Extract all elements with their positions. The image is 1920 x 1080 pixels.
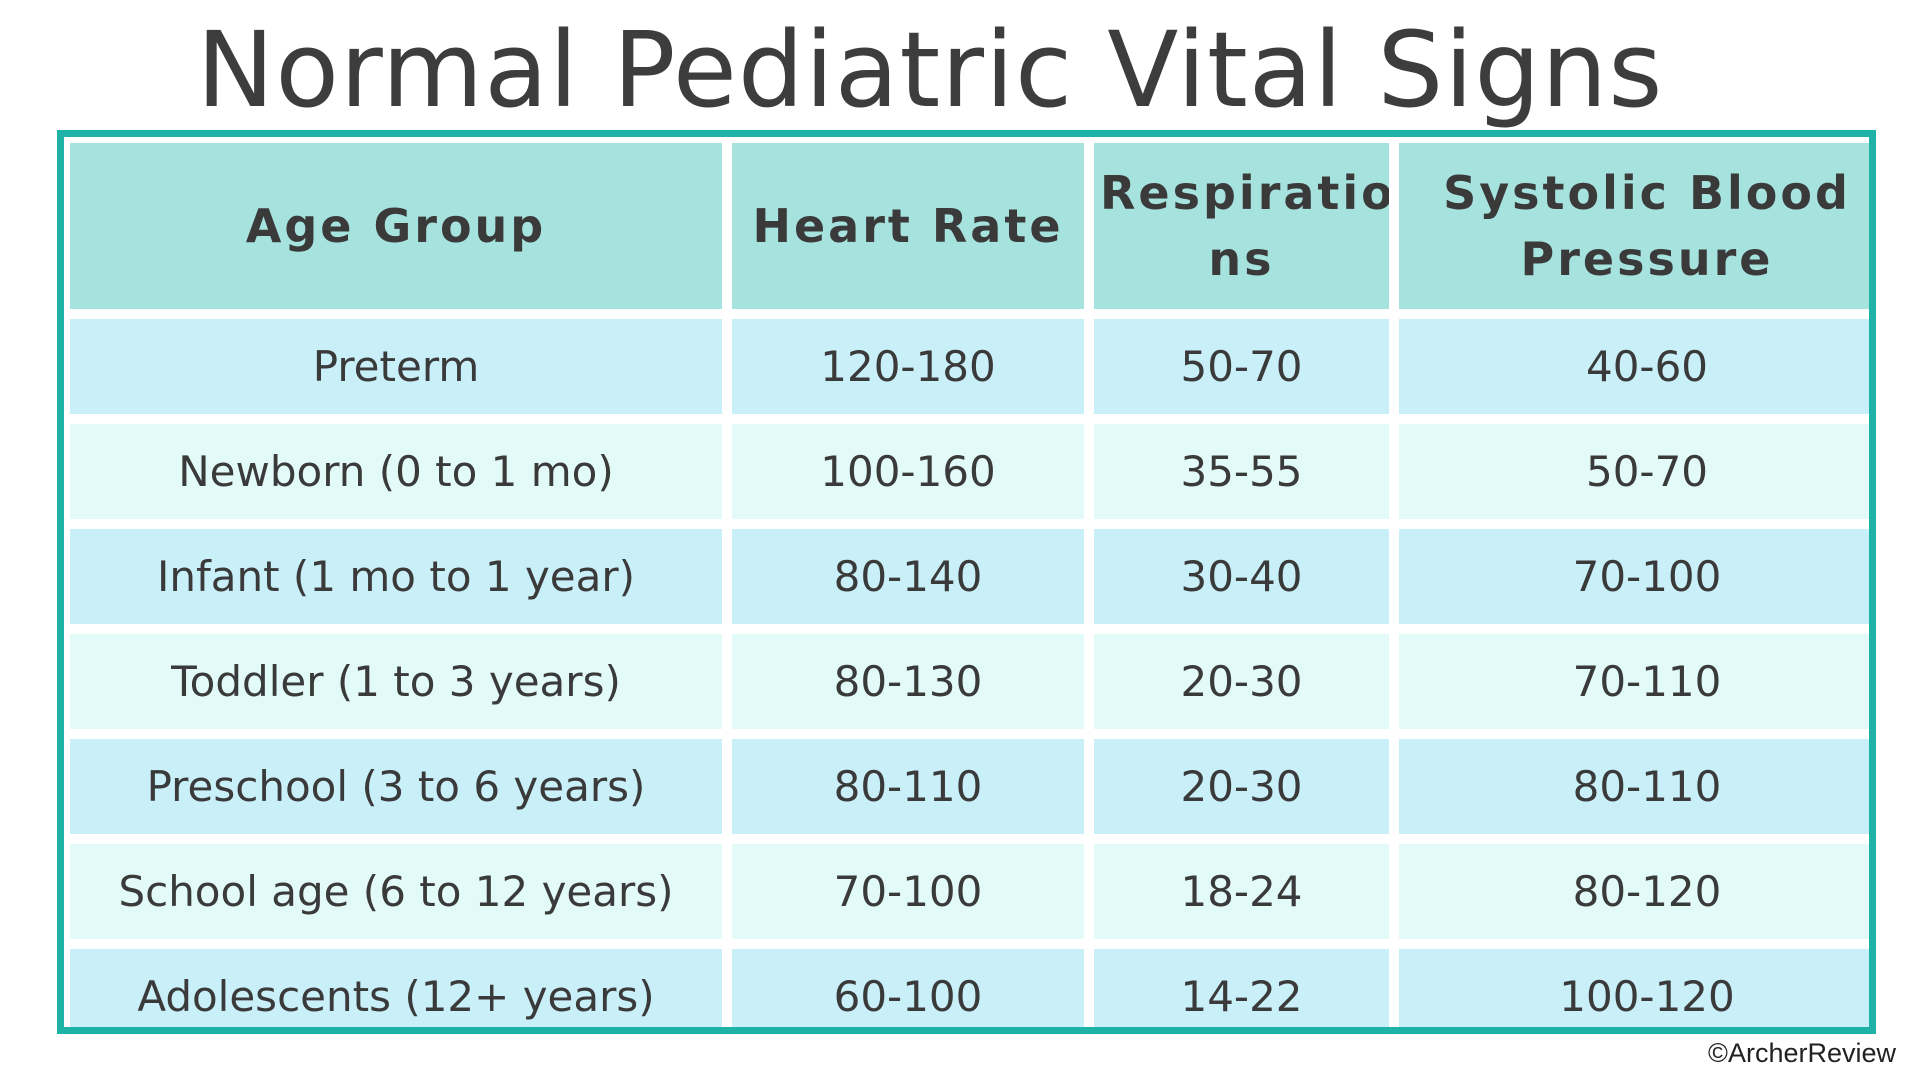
cell-heart-rate: 80-140	[732, 529, 1084, 624]
table-row: Newborn (0 to 1 mo) 100-160 35-55 50-70	[70, 424, 1869, 519]
cell-systolic-bp: 50-70	[1399, 424, 1869, 519]
cell-systolic-bp: 80-120	[1399, 844, 1869, 939]
cell-respirations: 30-40	[1094, 529, 1389, 624]
cell-age-group: School age (6 to 12 years)	[70, 844, 722, 939]
header-heart-rate-line-1: Heart Rate	[752, 199, 1064, 253]
header-systolic-bp-line-1: Systolic Blood	[1443, 166, 1851, 220]
cell-systolic-bp: 100-120	[1399, 949, 1869, 1027]
cell-age-group: Newborn (0 to 1 mo)	[70, 424, 722, 519]
cell-respirations: 20-30	[1094, 634, 1389, 729]
table-header-row: Age Group Heart Rate Respiratio ns Systo…	[70, 143, 1869, 309]
header-age-group: Age Group	[70, 143, 722, 309]
header-respirations: Respiratio ns	[1094, 143, 1389, 309]
cell-heart-rate: 120-180	[732, 319, 1084, 414]
cell-heart-rate: 70-100	[732, 844, 1084, 939]
header-age-group-line-1: Age Group	[245, 199, 547, 253]
cell-respirations: 18-24	[1094, 844, 1389, 939]
copyright-notice: ©ArcherReview	[1708, 1038, 1896, 1068]
cell-age-group: Toddler (1 to 3 years)	[70, 634, 722, 729]
vital-signs-table: Age Group Heart Rate Respiratio ns Systo…	[57, 130, 1876, 1034]
table-row: School age (6 to 12 years) 70-100 18-24 …	[70, 844, 1869, 939]
table-row: Adolescents (12+ years) 60-100 14-22 100…	[70, 949, 1869, 1027]
cell-systolic-bp: 70-110	[1399, 634, 1869, 729]
header-heart-rate: Heart Rate	[732, 143, 1084, 309]
cell-age-group: Preschool (3 to 6 years)	[70, 739, 722, 834]
cell-systolic-bp: 70-100	[1399, 529, 1869, 624]
cell-respirations: 14-22	[1094, 949, 1389, 1027]
cell-respirations: 20-30	[1094, 739, 1389, 834]
cell-heart-rate: 60-100	[732, 949, 1084, 1027]
cell-respirations: 35-55	[1094, 424, 1389, 519]
cell-systolic-bp: 40-60	[1399, 319, 1869, 414]
cell-age-group: Adolescents (12+ years)	[70, 949, 722, 1027]
cell-systolic-bp: 80-110	[1399, 739, 1869, 834]
table-row: Toddler (1 to 3 years) 80-130 20-30 70-1…	[70, 634, 1869, 729]
vital-signs-grid: Age Group Heart Rate Respiratio ns Systo…	[64, 137, 1869, 1027]
page-title: Normal Pediatric Vital Signs	[196, 9, 1664, 131]
table-row: Preschool (3 to 6 years) 80-110 20-30 80…	[70, 739, 1869, 834]
cell-age-group: Preterm	[70, 319, 722, 414]
cell-respirations: 50-70	[1094, 319, 1389, 414]
cell-age-group: Infant (1 mo to 1 year)	[70, 529, 722, 624]
cell-heart-rate: 80-130	[732, 634, 1084, 729]
cell-heart-rate: 100-160	[732, 424, 1084, 519]
table-row: Infant (1 mo to 1 year) 80-140 30-40 70-…	[70, 529, 1869, 624]
cell-heart-rate: 80-110	[732, 739, 1084, 834]
header-systolic-bp-line-2: Pressure	[1520, 232, 1774, 286]
header-respirations-line-2: ns	[1208, 232, 1275, 286]
header-respirations-line-1: Respiratio	[1100, 166, 1389, 220]
table-row: Preterm 120-180 50-70 40-60	[70, 319, 1869, 414]
header-systolic-bp: Systolic Blood Pressure	[1399, 143, 1869, 309]
